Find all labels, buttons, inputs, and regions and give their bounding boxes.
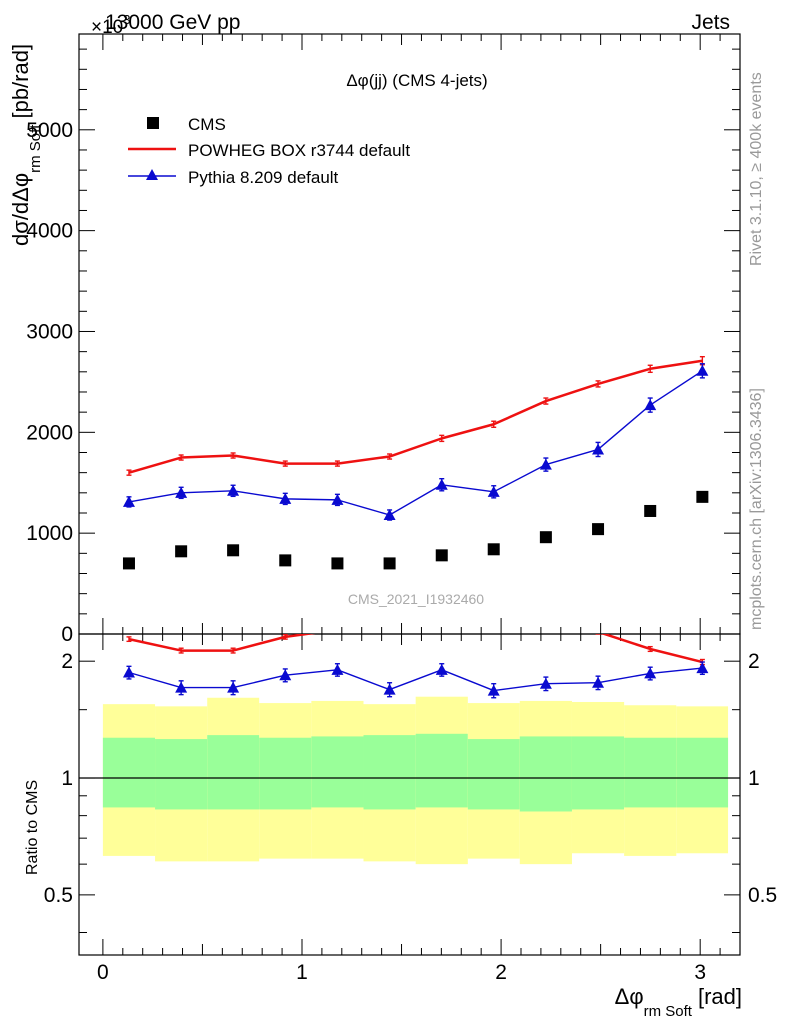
main-y-tick-labels: 0 1000 2000 3000 4000 5000 [26,119,73,646]
legend: CMS POWHEG BOX r3744 default Pythia 8.20… [128,115,410,187]
pythia-marker [227,484,240,496]
cms-marker [122,557,135,570]
mcplots-label: mcplots.cern.ch [arXiv:1306.3436] [748,388,765,630]
main-y-tick-label: 4000 [26,220,73,243]
category-label: Jets [691,11,730,34]
cms-marker [175,545,188,558]
x-tick-label: 0 [97,961,109,984]
cms-marker [592,523,605,536]
x-tick-label: 2 [495,961,507,984]
ratio-series [122,634,709,699]
pythia-marker [592,443,605,455]
band-inner-bin [676,737,729,808]
pythia-marker [644,667,657,679]
pythia-marker [696,662,709,674]
ratio-y-axis-label: Ratio to CMS [24,780,41,875]
pythia-marker [383,683,396,695]
pythia-marker [122,495,135,507]
x-tick-labels: 0 1 2 3 [97,961,706,984]
pythia-marker [331,493,344,505]
pythia-ratio-line [128,667,703,692]
cms-marker [279,554,292,567]
band-inner-bin [155,739,208,810]
cms-marker [227,544,240,557]
main-y-tick-label: 1000 [26,522,73,545]
ratio-axis-ticks [79,634,740,955]
ratio-y-tick-label-right: 0.5 [748,884,777,907]
main-axis-ticks [79,34,740,635]
cms-marker [331,557,344,570]
main-plot-frame [78,33,741,635]
exponent-label: ×103 [91,12,130,38]
pythia-marker [696,364,709,376]
ratio-y-tick-label-right: 2 [748,650,760,673]
pythia-marker [487,485,500,497]
band-inner-bin [467,739,520,810]
pythia-marker [227,681,240,693]
cms-marker [487,543,500,556]
cms-marker [383,557,396,570]
cms-marker [539,531,552,544]
main-y-axis-label: dσ/dΔφrm Soft[pb/rad] [8,44,44,246]
band-inner-bin [624,737,677,808]
pythia-line [128,370,703,516]
analysis-watermark: CMS_2021_I1932460 [348,591,484,607]
main-series [122,355,709,570]
pythia-marker [539,677,552,689]
legend-pythia-marker [146,169,158,180]
rivet-version-label: Rivet 3.1.10, ≥ 400k events [748,72,765,266]
ratio-plot-frame [78,633,741,956]
pythia-marker [487,684,500,696]
pythia-marker [383,509,396,521]
band-inner-bin [102,737,156,808]
legend-powheg-label: POWHEG BOX r3744 default [188,141,410,160]
pythia-marker [331,663,344,675]
band-inner-bin [415,733,468,808]
pythia-marker [435,478,448,490]
cms-marker [435,549,448,562]
powheg-ratio-line [128,634,703,664]
main-y-tick-label: 2000 [26,421,73,444]
band-inner-bin [571,736,625,810]
plot-title: Δφ(jj) (CMS 4-jets) [346,71,487,90]
main-y-tick-label: 0 [61,623,73,646]
ratio-y-tick-label: 1 [61,767,73,790]
cms-marker [644,504,657,517]
x-tick-label: 3 [694,961,706,984]
energy-label: 13000 GeV pp [105,11,240,34]
main-y-tick-label: 5000 [26,119,73,142]
cms-marker [696,490,709,503]
pythia-marker [122,666,135,678]
ratio-y-tick-labels: 0.5 0.5 1 1 2 2 [44,650,777,907]
x-tick-label: 1 [296,961,308,984]
ratio-y-tick-label: 0.5 [44,884,73,907]
band-inner-bin [259,737,312,810]
legend-pythia-label: Pythia 8.209 default [188,168,339,187]
ratio-uncertainty-bands [102,696,729,865]
band-inner-bin [207,735,260,810]
main-y-tick-label: 3000 [26,320,73,343]
band-inner-bin [311,736,364,808]
pythia-marker [592,676,605,688]
ratio-y-tick-label-right: 1 [748,767,760,790]
legend-cms-label: CMS [188,115,226,134]
legend-cms-marker [147,117,159,129]
pythia-marker [279,669,292,681]
band-inner-bin [519,736,572,812]
ratio-y-tick-label: 2 [61,650,73,673]
pythia-marker [435,663,448,675]
band-inner-bin [363,735,416,810]
pythia-marker [175,681,188,693]
pythia-marker [279,492,292,504]
x-axis-label: Δφrm Soft[rad] [615,984,742,1020]
pythia-marker [539,458,552,470]
pythia-marker [175,486,188,498]
powheg-line [128,359,703,474]
main-y-axis-label-text: dσ/dΔφrm Soft[pb/rad] [8,44,44,246]
pythia-marker [644,399,657,411]
